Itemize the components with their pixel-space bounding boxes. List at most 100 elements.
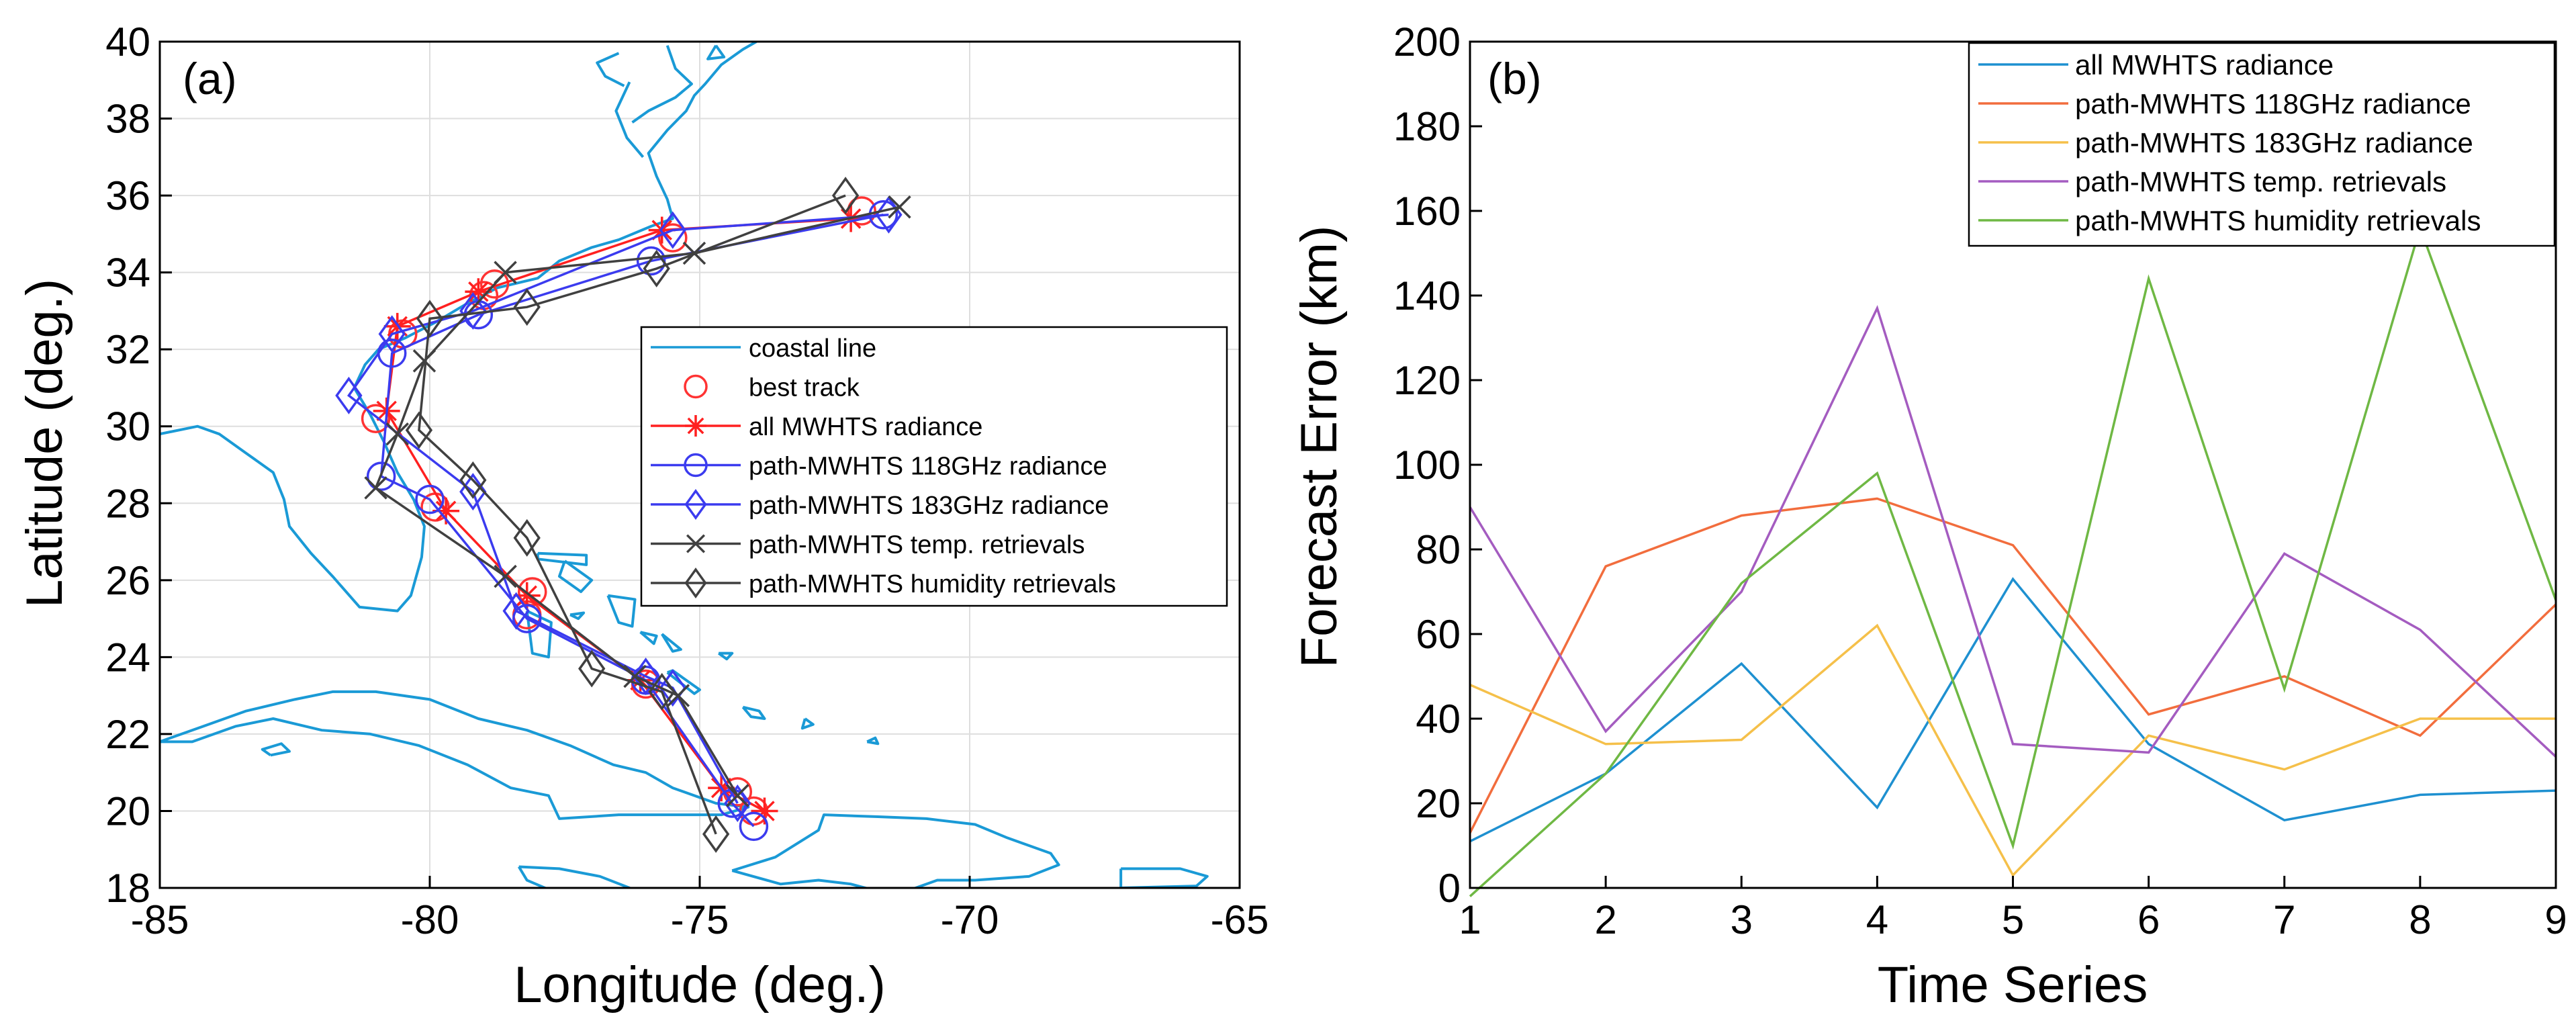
panel-a-y-tick-label: 28 — [105, 481, 150, 526]
legend-entry-coastal-line: coastal line — [651, 334, 876, 363]
data-point-path-mwhts-humidity-retrievals — [405, 411, 433, 449]
data-point-best-track — [479, 269, 510, 299]
data-point-path-mwhts-temp-retrievals — [412, 349, 436, 373]
data-point-best-track — [847, 196, 876, 226]
legend-entry-path-mwhts-temp-retrievals: path-MWHTS temp. retrievals — [1978, 166, 2446, 197]
panel-b-x-tick-label: 5 — [2002, 897, 2024, 942]
coastline-segment — [614, 81, 645, 159]
panel-b-y-axis-label: Forecast Error (km) — [1291, 226, 1348, 668]
legend-swatch-marker — [684, 568, 707, 598]
series-path-mwhts-183ghz-radiance — [335, 195, 903, 822]
coastline-segment — [800, 717, 815, 730]
panel-b-x-tick-label: 1 — [1459, 897, 1481, 942]
panel-a-series-group — [335, 177, 911, 853]
legend-label: path-MWHTS 118GHz radiance — [2075, 88, 2471, 120]
data-point-path-mwhts-118ghz-radiance — [512, 604, 542, 633]
panel-b-ticks: 1 2 3 4 5 6 7 8 9 0 20 40 60 80 100 120 140 160 180 200 — [1393, 19, 2567, 942]
data-point-path-mwhts-118ghz-radiance — [636, 246, 666, 276]
coastline-segment — [569, 611, 586, 621]
panel-a-y-tick-label: 24 — [105, 635, 150, 680]
data-point-path-mwhts-118ghz-radiance — [415, 484, 445, 514]
data-point-path-mwhts-183ghz-radiance — [632, 658, 659, 695]
panel-b-x-tick-label: 8 — [2409, 897, 2431, 942]
legend-entry-path-mwhts-118ghz-radiance: path-MWHTS 118GHz radiance — [651, 453, 1107, 481]
panel-a-y-tick-label: 22 — [105, 712, 150, 757]
coastline-segment — [160, 690, 750, 820]
data-point-all-mwhts-radiance — [513, 582, 541, 609]
data-point-path-mwhts-temp-retrievals — [494, 564, 517, 588]
series-line-all-mwhts-radiance — [1469, 577, 2557, 843]
legend-label: all MWHTS radiance — [2075, 49, 2334, 81]
panel-a-x-tick-label: -75 — [671, 897, 729, 942]
legend-entry-path-mwhts-temp-retrievals: path-MWHTS temp. retrievals — [651, 531, 1085, 559]
legend-label: path-MWHTS 183GHz radiance — [2075, 127, 2473, 159]
data-point-path-mwhts-183ghz-radiance — [459, 291, 487, 330]
panel-a-y-tick-label: 30 — [105, 404, 150, 449]
panel-b-x-tick-label: 4 — [1866, 897, 1888, 942]
panel-b-x-tick-label: 2 — [1594, 897, 1616, 942]
panel-b-y-tick-label: 40 — [1416, 696, 1461, 741]
series-line-all-mwhts-radiance — [385, 217, 852, 812]
panel-a-x-tick-label: -70 — [941, 897, 999, 942]
legend-entry-all-mwhts-radiance: all MWHTS radiance — [651, 413, 982, 441]
data-point-best-track — [361, 404, 391, 434]
data-point-path-mwhts-humidity-retrievals — [702, 815, 730, 853]
panel-b-y-tick-label: 180 — [1393, 104, 1461, 149]
panel-a-x-tick-label: -80 — [401, 897, 459, 942]
data-point-path-mwhts-temp-retrievals — [364, 476, 387, 500]
legend-label: path-MWHTS 118GHz radiance — [749, 453, 1107, 481]
legend-label: best track — [749, 374, 860, 402]
data-point-path-mwhts-humidity-retrievals — [459, 461, 487, 499]
legend-swatch-marker — [686, 534, 706, 553]
data-point-path-mwhts-temp-retrievals — [726, 784, 749, 807]
panel-b-x-tick-label: 3 — [1731, 897, 1753, 942]
panel-b-x-tick-label: 9 — [2544, 897, 2567, 942]
panel-a-y-tick-label: 34 — [105, 251, 150, 296]
series-line-path-mwhts-118ghz-radiance — [379, 214, 884, 827]
panel-a-y-tick-label: 20 — [105, 789, 150, 834]
series-line-path-mwhts-temp-retrievals — [1469, 305, 2557, 758]
coastline-segment — [741, 705, 766, 720]
panel-a-legend-box — [640, 326, 1228, 607]
panel-b-y-tick-label: 100 — [1393, 443, 1461, 488]
panel-b-y-tick-label: 140 — [1393, 273, 1461, 318]
legend-entry-path-mwhts-183ghz-radiance: path-MWHTS 183GHz radiance — [651, 489, 1109, 520]
legend-label: path-MWHTS temp. retrievals — [749, 531, 1085, 559]
panel-b-x-tick-label: 7 — [2273, 897, 2295, 942]
panel-b-y-tick-label: 20 — [1416, 781, 1461, 826]
coastline-segment — [606, 594, 637, 628]
legend-entry-path-mwhts-humidity-retrievals: path-MWHTS humidity retrievals — [1978, 205, 2481, 236]
panel-b-y-tick-label: 0 — [1438, 866, 1461, 911]
panel-a-label: (a) — [183, 54, 237, 103]
data-point-path-mwhts-183ghz-radiance — [378, 315, 406, 353]
data-point-path-mwhts-183ghz-radiance — [659, 669, 686, 707]
data-point-path-mwhts-humidity-retrievals — [513, 288, 541, 326]
legend-entry-path-mwhts-183ghz-radiance: path-MWHTS 183GHz radiance — [1978, 127, 2473, 159]
legend-label: path-MWHTS humidity retrievals — [2075, 205, 2481, 236]
data-point-path-mwhts-temp-retrievals — [623, 664, 647, 688]
data-point-all-mwhts-radiance — [465, 278, 492, 306]
coastline-segment — [639, 631, 658, 645]
panel-a-y-tick-label: 36 — [105, 173, 150, 218]
legend-entry-path-mwhts-humidity-retrievals: path-MWHTS humidity retrievals — [651, 568, 1116, 598]
panel-b-y-tick-label: 120 — [1393, 358, 1461, 403]
data-point-path-mwhts-183ghz-radiance — [724, 784, 751, 822]
panel-a-x-axis-label: Longitude (deg.) — [514, 956, 886, 1014]
panel-a-y-tick-label: 40 — [105, 19, 150, 64]
data-point-path-mwhts-humidity-retrievals — [416, 300, 444, 338]
series-line-path-mwhts-temp-retrievals — [374, 206, 900, 797]
coastline-segment — [261, 742, 291, 757]
data-point-path-mwhts-humidity-retrievals — [831, 177, 860, 215]
panel-a-x-tick-label: -65 — [1211, 897, 1269, 942]
series-line-path-mwhts-183ghz-radiance — [347, 213, 889, 804]
legend-entry-path-mwhts-118ghz-radiance: path-MWHTS 118GHz radiance — [1978, 88, 2471, 120]
data-point-path-mwhts-118ghz-radiance — [366, 461, 396, 491]
panel-b-y-tick-label: 80 — [1416, 527, 1461, 572]
data-point-all-mwhts-radiance — [751, 797, 778, 825]
data-point-path-mwhts-humidity-retrievals — [513, 519, 541, 557]
data-point-path-mwhts-183ghz-radiance — [335, 376, 363, 414]
data-point-all-mwhts-radiance — [432, 497, 460, 525]
legend-swatch-marker — [684, 374, 708, 399]
panel-b-label: (b) — [1487, 54, 1542, 103]
panel-a-ticks: -85 -80 -75 -70 -65 18 20 22 24 26 28 30 32 34 36 38 40 — [105, 19, 1269, 942]
